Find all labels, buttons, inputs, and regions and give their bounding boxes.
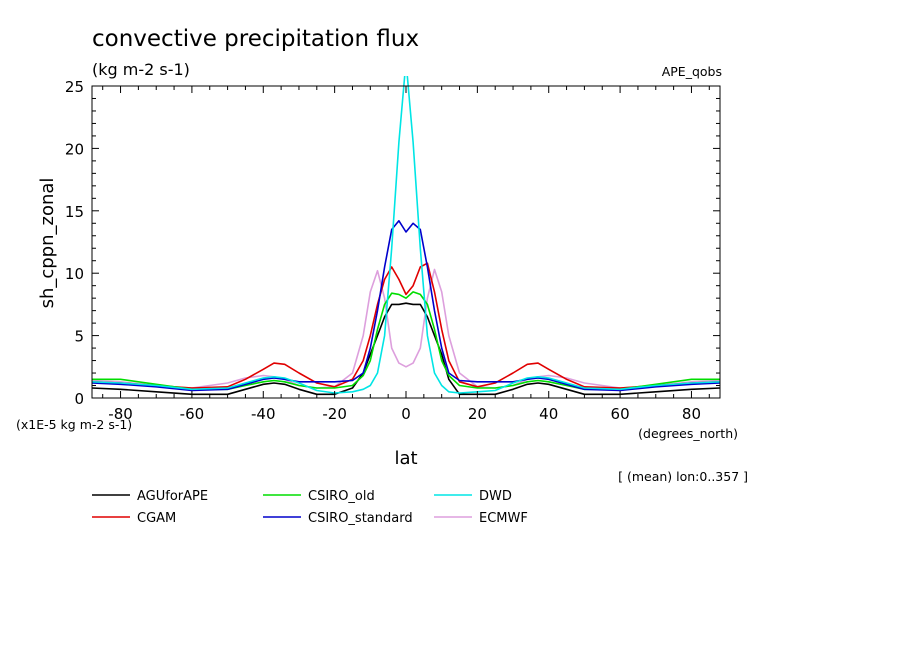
x-tick-label: 0 [401,405,411,423]
chart-title: convective precipitation flux [92,26,419,52]
legend-label-dwd: DWD [479,489,512,504]
y-tick-label: 20 [65,140,84,158]
x-axis-label: lat [394,448,417,469]
series-line-cgam [92,262,720,389]
chart-units: (kg m-2 s-1) [92,60,190,79]
y-scale-note: (x1E-5 kg m-2 s-1) [16,417,132,432]
x-tick-label: 80 [682,405,701,423]
series-line-csiro-old [92,291,720,391]
plot-area: -80 -60 -40 -20 0 20 40 60 80 0 5 10 15 20 25 [65,76,721,423]
legend-label-csiro-old: CSIRO_old [308,489,375,504]
legend-label-csiro-standard: CSIRO_standard [308,511,413,526]
x-tick-label: 20 [468,405,487,423]
footnote: [ (mean) lon:0..357 ] [618,469,748,484]
y-tick-label: 5 [74,328,84,346]
series-line-aguforape [92,302,720,396]
series-line-dwd [92,76,720,394]
x-tick-label: -40 [251,405,276,423]
dataset-label: APE_qobs [662,64,722,79]
x-tick-label: -60 [180,405,205,423]
legend: AGUforAPE CSIRO_old DWD CGAM CSIRO_standard E… [92,489,528,526]
x-tick-label: -80 [108,405,133,423]
y-tick-label: 0 [74,390,84,408]
legend-label-cgam: CGAM [137,511,176,526]
series-line-ecmwf [92,268,720,389]
x-tick-label: 60 [611,405,630,423]
y-axis-label: sh_cppn_zonal [37,178,58,309]
legend-label-aguforape: AGUforAPE [137,489,208,504]
plot-frame [91,85,721,399]
x-tick-label: -20 [322,405,347,423]
series-line-csiro-standard [92,220,720,392]
legend-label-ecmwf: ECMWF [479,511,528,526]
y-tick-label: 10 [65,265,84,283]
x-axis-units: (degrees_north) [638,426,738,441]
y-tick-label: 15 [65,203,84,221]
y-tick-label: 25 [65,78,84,96]
x-tick-label: 40 [539,405,558,423]
